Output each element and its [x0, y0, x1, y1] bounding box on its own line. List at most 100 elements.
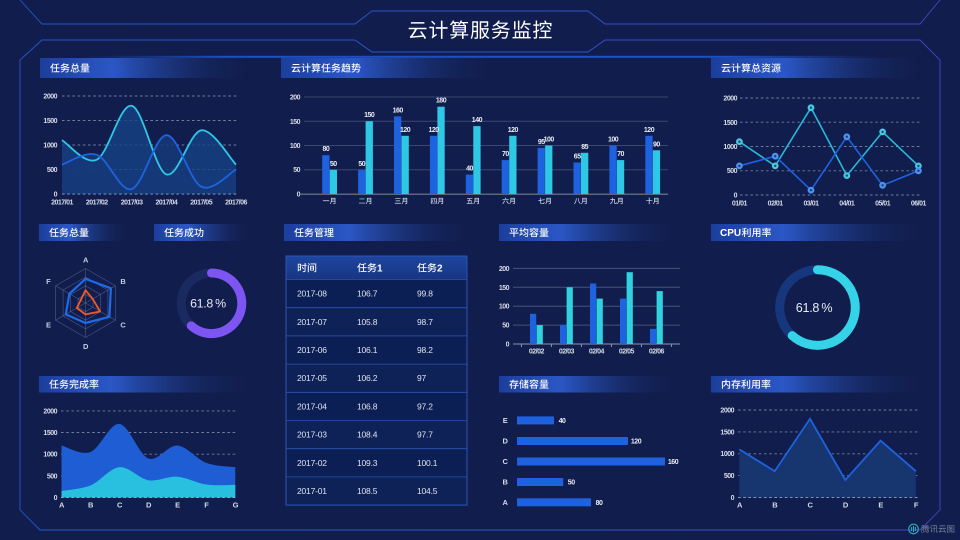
svg-text:105.8: 105.8	[357, 317, 378, 327]
svg-text:100: 100	[499, 304, 510, 311]
svg-text:160: 160	[393, 107, 404, 114]
svg-text:2017-08: 2017-08	[297, 289, 327, 299]
svg-text:100: 100	[544, 137, 555, 144]
svg-text:04/01: 04/01	[839, 201, 855, 208]
svg-text:D: D	[503, 437, 509, 446]
svg-text:2000: 2000	[720, 408, 734, 415]
svg-text:2017-04: 2017-04	[297, 401, 327, 411]
svg-text:2017/04: 2017/04	[155, 200, 177, 207]
svg-text:A: A	[59, 501, 65, 510]
svg-text:50: 50	[330, 161, 337, 168]
svg-text:500: 500	[727, 168, 738, 175]
svg-text:97: 97	[417, 373, 427, 383]
svg-text:1000: 1000	[43, 452, 57, 459]
svg-text:180: 180	[436, 98, 447, 105]
svg-text:02/01: 02/01	[768, 201, 784, 208]
svg-text:120: 120	[631, 439, 642, 446]
svg-text:200: 200	[499, 266, 510, 273]
svg-text:2: 2	[437, 263, 443, 274]
svg-text:1500: 1500	[43, 430, 57, 437]
svg-text:500: 500	[724, 473, 735, 480]
svg-text:E: E	[878, 501, 883, 510]
svg-text:0: 0	[297, 192, 301, 199]
svg-text:97.7: 97.7	[417, 430, 433, 440]
svg-text:B: B	[120, 277, 126, 286]
svg-text:2017-03: 2017-03	[297, 430, 327, 440]
svg-text:1000: 1000	[723, 144, 737, 151]
svg-text:120: 120	[400, 127, 411, 134]
svg-text:61.8 %: 61.8 %	[796, 301, 833, 315]
svg-text:1500: 1500	[43, 118, 57, 125]
svg-text:0: 0	[731, 495, 735, 502]
svg-text:03/01: 03/01	[803, 201, 819, 208]
svg-text:120: 120	[644, 127, 655, 134]
svg-text:2000: 2000	[43, 94, 57, 101]
svg-text:150: 150	[499, 285, 510, 292]
svg-text:B: B	[88, 501, 94, 510]
svg-text:500: 500	[47, 167, 58, 174]
svg-text:G: G	[233, 501, 239, 510]
svg-text:F: F	[204, 501, 209, 510]
svg-text:0: 0	[506, 342, 510, 349]
svg-text:95: 95	[538, 139, 545, 146]
svg-text:0: 0	[54, 192, 58, 199]
svg-text:1000: 1000	[720, 451, 734, 458]
svg-text:150: 150	[364, 112, 375, 119]
svg-text:E: E	[46, 320, 51, 329]
svg-text:C: C	[808, 501, 814, 510]
svg-text:1500: 1500	[723, 120, 737, 127]
svg-text:108.5: 108.5	[357, 486, 378, 496]
svg-text:100.1: 100.1	[417, 458, 438, 468]
svg-text:2017/06: 2017/06	[225, 200, 247, 207]
svg-text:D: D	[843, 501, 849, 510]
svg-text:70: 70	[502, 151, 509, 158]
svg-text:150: 150	[290, 119, 301, 126]
svg-text:2017-05: 2017-05	[297, 373, 327, 383]
svg-text:02/06: 02/06	[649, 349, 665, 356]
svg-text:140: 140	[472, 117, 483, 124]
svg-text:65: 65	[574, 154, 581, 161]
svg-text:100: 100	[608, 137, 619, 144]
svg-text:80: 80	[596, 500, 603, 507]
svg-text:98.2: 98.2	[417, 345, 433, 355]
svg-text:2017-02: 2017-02	[297, 458, 327, 468]
svg-text:E: E	[503, 416, 508, 425]
svg-text:40: 40	[466, 166, 473, 173]
svg-text:61.8 %: 61.8 %	[190, 297, 226, 311]
svg-text:2017/01: 2017/01	[51, 200, 73, 207]
svg-text:1000: 1000	[43, 143, 57, 150]
svg-text:50: 50	[568, 480, 575, 487]
svg-text:85: 85	[581, 144, 588, 151]
svg-text:120: 120	[508, 127, 519, 134]
svg-text:D: D	[146, 501, 152, 510]
svg-text:B: B	[772, 501, 778, 510]
svg-text:A: A	[503, 498, 509, 507]
svg-text:CPU: CPU	[720, 228, 741, 239]
svg-text:50: 50	[293, 167, 300, 174]
svg-text:F: F	[46, 277, 51, 286]
svg-text:C: C	[503, 457, 509, 466]
svg-text:02/03: 02/03	[559, 349, 575, 356]
svg-text:160: 160	[668, 459, 679, 466]
svg-text:2017/05: 2017/05	[190, 200, 212, 207]
svg-text:E: E	[175, 501, 180, 510]
svg-text:106.8: 106.8	[357, 401, 378, 411]
svg-text:C: C	[117, 501, 123, 510]
svg-text:100: 100	[290, 143, 301, 150]
svg-text:05/01: 05/01	[875, 201, 891, 208]
svg-text:0: 0	[54, 495, 58, 502]
svg-text:40: 40	[559, 418, 566, 425]
svg-text:109.3: 109.3	[357, 458, 378, 468]
svg-text:97.2: 97.2	[417, 401, 433, 411]
svg-text:106.2: 106.2	[357, 373, 378, 383]
svg-text:C: C	[120, 320, 126, 329]
svg-text:104.5: 104.5	[417, 486, 438, 496]
svg-text:80: 80	[323, 146, 330, 153]
svg-text:1500: 1500	[720, 429, 734, 436]
svg-text:2000: 2000	[43, 408, 57, 415]
svg-text:01/01: 01/01	[732, 201, 748, 208]
svg-text:2017/02: 2017/02	[86, 200, 108, 207]
svg-text:500: 500	[47, 473, 58, 480]
svg-text:106.1: 106.1	[357, 345, 378, 355]
svg-text:106.7: 106.7	[357, 289, 378, 299]
